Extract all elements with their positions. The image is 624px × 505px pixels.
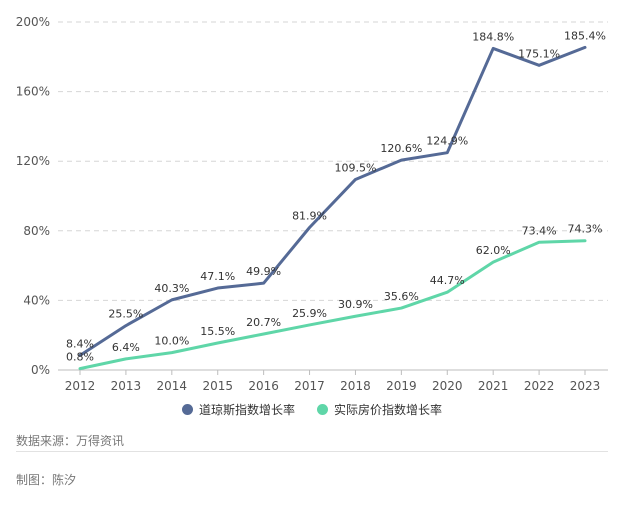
x-tick-label: 2022 xyxy=(524,379,555,393)
data-label-dow: 184.8% xyxy=(472,30,514,43)
x-tick-label: 2020 xyxy=(432,379,463,393)
legend-item-house[interactable]: 实际房价指数增长率 xyxy=(317,401,442,418)
data-label-dow: 8.4% xyxy=(66,337,94,350)
x-tick-label: 2019 xyxy=(386,379,417,393)
x-tick-label: 2023 xyxy=(570,379,601,393)
data-label-dow: 40.3% xyxy=(154,282,189,295)
data-label-dow: 25.5% xyxy=(108,308,143,321)
x-tick-label: 2018 xyxy=(340,379,371,393)
data-label-house: 0.8% xyxy=(66,351,94,364)
data-label-house: 44.7% xyxy=(430,274,465,287)
x-tick-label: 2013 xyxy=(111,379,142,393)
y-tick-label: 80% xyxy=(23,224,50,238)
author-credit: 制图：陈汐 xyxy=(16,473,77,487)
data-label-dow: 109.5% xyxy=(334,161,376,174)
x-tick-label: 2021 xyxy=(478,379,509,393)
legend-label-dow: 道琼斯指数增长率 xyxy=(198,403,295,417)
data-label-house: 10.0% xyxy=(154,335,189,348)
data-source-note: 数据来源：万得资讯 xyxy=(16,434,125,448)
data-label-house: 25.9% xyxy=(292,307,327,320)
data-label-dow: 49.9% xyxy=(246,265,281,278)
legend-label-house: 实际房价指数增长率 xyxy=(334,403,443,417)
y-tick-label: 200% xyxy=(16,15,50,29)
data-label-dow: 124.9% xyxy=(426,135,468,148)
data-label-dow: 81.9% xyxy=(292,209,327,222)
x-tick-label: 2016 xyxy=(248,379,279,393)
data-label-house: 74.3% xyxy=(568,223,603,236)
data-label-house: 20.7% xyxy=(246,316,281,329)
y-tick-label: 0% xyxy=(31,363,50,377)
data-label-dow: 185.4% xyxy=(564,29,606,42)
footer-divider xyxy=(16,451,608,452)
data-label-dow: 120.6% xyxy=(380,142,422,155)
series-line-house xyxy=(78,239,587,371)
y-tick-label: 120% xyxy=(16,154,50,168)
series-line-dow xyxy=(78,45,587,357)
x-tick-label: 2015 xyxy=(202,379,233,393)
data-label-house: 35.6% xyxy=(384,290,419,303)
line-chart: 0% 40% 80% 120% 160% 200% 2012 2013 2014 2015 2016… xyxy=(16,15,608,393)
legend: 道琼斯指数增长率 实际房价指数增长率 xyxy=(0,401,624,418)
data-label-house: 62.0% xyxy=(476,244,511,257)
y-tick-label: 40% xyxy=(23,293,50,307)
data-label-house: 73.4% xyxy=(522,224,557,237)
y-tick-label: 160% xyxy=(16,85,50,99)
data-label-house: 30.9% xyxy=(338,298,373,311)
x-tick-label: 2017 xyxy=(294,379,325,393)
data-label-dow: 175.1% xyxy=(518,47,560,60)
data-label-house: 15.5% xyxy=(200,325,235,338)
x-tick-label: 2014 xyxy=(157,379,188,393)
data-label-house: 6.4% xyxy=(112,341,140,354)
legend-marker-dow xyxy=(181,404,193,415)
x-tick-label: 2012 xyxy=(65,379,96,393)
data-label-dow: 47.1% xyxy=(200,270,235,283)
legend-marker-house xyxy=(317,404,328,415)
legend-item-dow[interactable]: 道琼斯指数增长率 xyxy=(181,401,295,418)
